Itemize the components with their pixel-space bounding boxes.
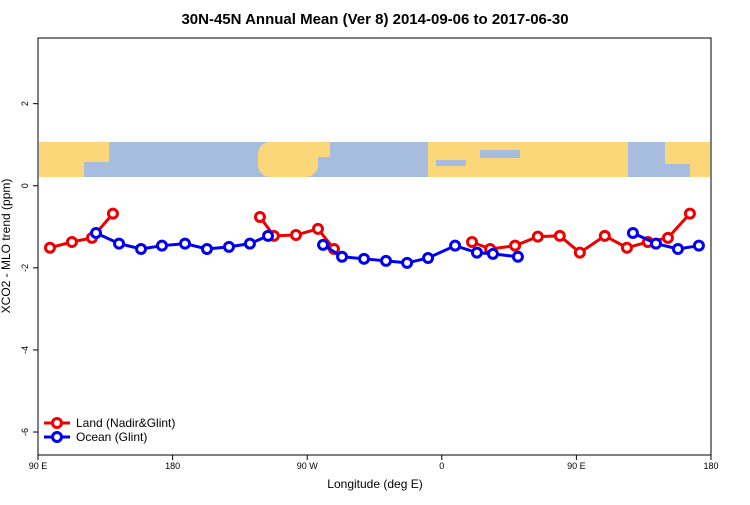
- y-tick-label: 0: [20, 183, 30, 188]
- y-axis-label: XCO2 - MLO trend (ppm): [0, 179, 13, 314]
- data-point: [470, 246, 483, 259]
- chart-title: 30N-45N Annual Mean (Ver 8) 2014-09-06 t…: [181, 11, 568, 28]
- x-tick-label: 90 E: [29, 461, 48, 471]
- data-point: [553, 229, 566, 242]
- data-point: [661, 231, 674, 244]
- data-point: [401, 256, 414, 269]
- data-point: [598, 229, 611, 242]
- x-tick-label: 90 E: [567, 461, 586, 471]
- data-point: [113, 237, 126, 250]
- x-tick-label: 180: [703, 461, 718, 471]
- map-band: [39, 142, 710, 177]
- data-point: [511, 250, 524, 263]
- data-point: [90, 226, 103, 239]
- data-point: [43, 241, 56, 254]
- data-point: [449, 239, 462, 252]
- data-point: [222, 240, 235, 253]
- data-point: [626, 226, 639, 239]
- data-point: [422, 251, 435, 264]
- x-tick-label: 180: [165, 461, 180, 471]
- data-point: [317, 238, 330, 251]
- x-axis-label: Longitude (deg E): [327, 477, 422, 491]
- plot-frame: [37, 37, 712, 456]
- data-point: [531, 230, 544, 243]
- data-point: [466, 235, 479, 248]
- data-point: [486, 247, 499, 260]
- y-tick-label: -6: [20, 428, 30, 436]
- legend-marker: [51, 431, 63, 443]
- data-point: [509, 239, 522, 252]
- data-point: [135, 242, 148, 255]
- data-point: [311, 222, 324, 235]
- x-tick-label: 90 W: [297, 461, 319, 471]
- data-point: [155, 239, 168, 252]
- data-point: [380, 254, 393, 267]
- data-point: [358, 252, 371, 265]
- legend-label: Ocean (Glint): [76, 430, 147, 444]
- x-tick-label: 0: [439, 461, 444, 471]
- data-point: [179, 237, 192, 250]
- data-point: [620, 241, 633, 254]
- data-point: [262, 229, 275, 242]
- data-point: [243, 237, 256, 250]
- y-tick-label: -2: [20, 264, 30, 272]
- data-point: [649, 237, 662, 250]
- legend-marker: [51, 417, 63, 429]
- legend-label: Land (Nadir&Glint): [76, 416, 175, 430]
- data-point: [692, 239, 705, 252]
- data-point: [289, 229, 302, 242]
- data-point: [106, 207, 119, 220]
- data-point: [200, 242, 213, 255]
- data-point: [671, 242, 684, 255]
- y-tick-label: -4: [20, 346, 30, 354]
- data-point: [65, 235, 78, 248]
- data-point: [683, 207, 696, 220]
- data-point: [573, 246, 586, 259]
- y-tick-label: 2: [20, 101, 30, 106]
- data-point: [336, 250, 349, 263]
- data-point: [253, 210, 266, 223]
